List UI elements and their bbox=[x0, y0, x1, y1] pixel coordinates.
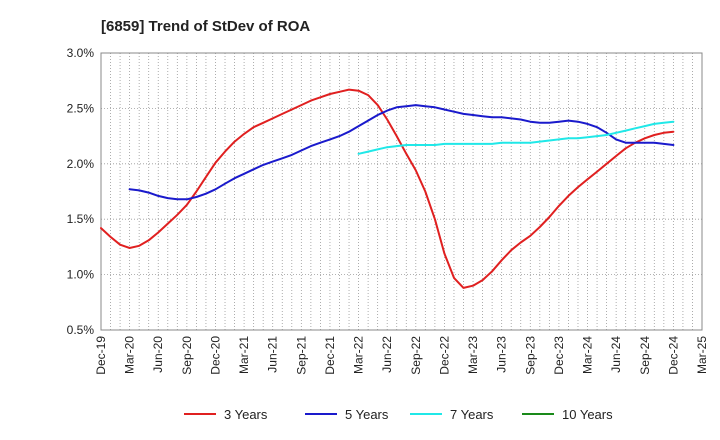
chart-title: [6859] Trend of StDev of ROA bbox=[101, 18, 310, 35]
y-tick-label: 1.0% bbox=[67, 268, 95, 282]
x-tick-label: Dec-24 bbox=[666, 336, 680, 375]
legend-label: 7 Years bbox=[450, 407, 494, 422]
x-tick-label: Sep-24 bbox=[638, 336, 652, 375]
x-tick-label: Sep-21 bbox=[294, 336, 308, 375]
x-tick-label: Sep-20 bbox=[180, 336, 194, 375]
legend-label: 3 Years bbox=[224, 407, 268, 422]
x-tick-label: Sep-23 bbox=[523, 336, 537, 375]
legend-item: 10 Years bbox=[522, 407, 613, 422]
x-tick-label: Jun-22 bbox=[380, 336, 394, 373]
x-tick-label: Mar-22 bbox=[352, 336, 366, 374]
x-tick-label: Mar-25 bbox=[695, 336, 709, 374]
legend-item: 5 Years bbox=[305, 407, 389, 422]
y-axis: 0.5% 1.0% 1.5% 2.0% 2.5% 3.0% bbox=[67, 46, 95, 337]
series-line-7-years bbox=[357, 120, 675, 155]
x-tick-label: Mar-21 bbox=[237, 336, 251, 374]
x-tick-label: Mar-24 bbox=[581, 336, 595, 374]
x-tick-label: Mar-23 bbox=[466, 336, 480, 374]
x-axis: Dec-19 Mar-20 Jun-20 Sep-20 Dec-20 Mar-21 Jun-… bbox=[94, 336, 709, 375]
x-tick-label: Mar-20 bbox=[123, 336, 137, 374]
y-tick-label: 2.0% bbox=[67, 157, 95, 171]
x-tick-label: Dec-19 bbox=[94, 336, 108, 375]
x-tick-label: Jun-23 bbox=[495, 336, 509, 373]
x-tick-label: Sep-22 bbox=[409, 336, 423, 375]
plot-background bbox=[101, 53, 702, 330]
x-tick-label: Dec-21 bbox=[323, 336, 337, 375]
plot-border bbox=[100, 52, 703, 331]
series-line-3-years bbox=[100, 88, 675, 289]
legend-item: 7 Years bbox=[410, 407, 494, 422]
x-tick-label: Jun-20 bbox=[151, 336, 165, 373]
legend-label: 10 Years bbox=[562, 407, 613, 422]
x-tick-label: Dec-23 bbox=[552, 336, 566, 375]
x-tick-label: Dec-22 bbox=[437, 336, 451, 375]
y-tick-label: 2.5% bbox=[67, 101, 95, 115]
legend-label: 5 Years bbox=[345, 407, 389, 422]
legend: 3 Years 5 Years 7 Years 10 Years bbox=[184, 407, 613, 422]
series-layer bbox=[100, 88, 675, 289]
plot-area bbox=[100, 52, 703, 331]
y-tick-label: 3.0% bbox=[67, 46, 95, 60]
y-tick-label: 1.5% bbox=[67, 212, 95, 226]
x-tick-label: Jun-24 bbox=[609, 336, 623, 373]
series-line-5-years bbox=[128, 104, 675, 201]
x-tick-label: Jun-21 bbox=[266, 336, 280, 373]
x-tick-label: Dec-20 bbox=[208, 336, 222, 375]
y-tick-label: 0.5% bbox=[67, 323, 95, 337]
legend-item: 3 Years bbox=[184, 407, 268, 422]
